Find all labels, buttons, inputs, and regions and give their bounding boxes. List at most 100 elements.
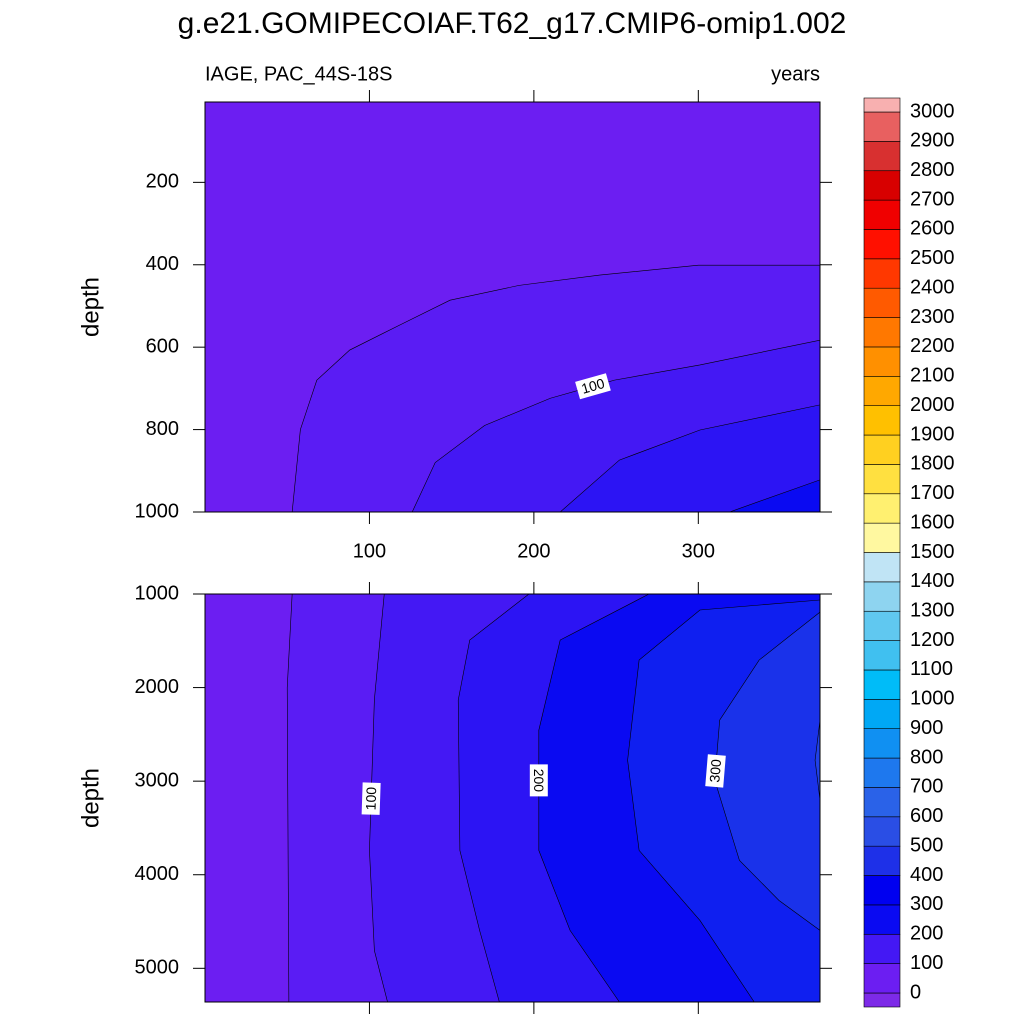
contour-label-box <box>529 764 548 797</box>
colorbar-box <box>863 552 901 583</box>
colorbar-label: 1500 <box>910 541 955 563</box>
contour-label: 300 <box>706 758 724 783</box>
plot-frame <box>204 593 821 1003</box>
colorbar-label: 2600 <box>910 218 955 240</box>
colorbar-box <box>863 669 901 700</box>
contour-fill <box>714 612 820 931</box>
contour-line <box>457 594 530 1002</box>
colorbar-box <box>863 97 901 113</box>
colorbar-label: 1300 <box>910 600 955 622</box>
colorbar-box <box>863 258 901 289</box>
colorbar-box <box>863 405 901 436</box>
colorbar-label: 2700 <box>910 188 955 210</box>
colorbar-label: 1600 <box>910 511 955 533</box>
colorbar-box <box>863 141 901 172</box>
colorbar-label: 2100 <box>910 365 955 387</box>
y-tick-label: 4000 <box>135 863 180 885</box>
contour-line <box>291 264 820 512</box>
colorbar-box <box>863 581 901 612</box>
colorbar-box <box>863 875 901 906</box>
contour-label: 100 <box>579 375 606 397</box>
colorbar-label: 2500 <box>910 247 955 269</box>
contour-label-box <box>705 754 726 788</box>
colorbar-box <box>863 904 901 935</box>
colorbar-label: 700 <box>910 776 943 798</box>
contour-label-group: 100 <box>575 373 611 400</box>
colorbar-box <box>863 493 901 524</box>
colorbar-box <box>863 699 901 729</box>
colorbar-box <box>863 199 901 230</box>
contour-label: 200 <box>531 769 547 793</box>
colorbar-label: 2900 <box>910 130 955 152</box>
colorbar-box <box>863 992 901 1008</box>
colorbar-box <box>863 787 901 818</box>
colorbar-box <box>863 933 901 964</box>
colorbar-box <box>863 464 901 495</box>
colorbar-box <box>863 728 901 759</box>
contour-line <box>814 720 820 800</box>
colorbar-box <box>863 522 901 553</box>
x-tick-label: 200 <box>517 540 550 562</box>
colorbar-box <box>863 346 901 377</box>
y-axis-label: depth <box>77 768 104 828</box>
colorbar-box <box>863 111 901 142</box>
colorbar-box <box>863 287 901 318</box>
colorbar-box <box>863 640 901 671</box>
colorbar-box <box>863 963 901 994</box>
contour-line <box>369 594 388 1002</box>
contour-label-group: 100 <box>361 782 381 815</box>
y-tick-label: 1000 <box>135 582 180 604</box>
colorbar-label: 400 <box>910 864 943 886</box>
contour-label: 100 <box>362 786 379 810</box>
y-tick-label: 3000 <box>135 769 180 791</box>
contour-label-group: 300 <box>705 754 726 788</box>
colorbar-label: 300 <box>910 893 943 915</box>
colorbar-label: 800 <box>910 746 943 768</box>
contour-fill <box>815 720 820 800</box>
contour-line <box>411 339 820 512</box>
colorbar-box <box>863 317 901 348</box>
colorbar-label: 900 <box>910 717 943 739</box>
colorbar-box <box>863 845 901 876</box>
colorbar-label: 600 <box>910 805 943 827</box>
left-subtitle: IAGE, PAC_44S-18S <box>205 63 393 85</box>
colorbar-box <box>863 229 901 260</box>
contour-line <box>729 479 820 512</box>
colorbar-label: 2000 <box>910 394 955 416</box>
x-tick-label: 300 <box>682 540 715 562</box>
colorbar-label: 500 <box>910 834 943 856</box>
colorbar-box <box>863 757 901 788</box>
colorbar-label: 2400 <box>910 276 955 298</box>
colorbar-label: 2200 <box>910 335 955 357</box>
colorbar-label: 3000 <box>910 100 955 122</box>
y-tick-label: 200 <box>146 171 179 193</box>
colorbar-box <box>863 170 901 201</box>
colorbar-label: 1700 <box>910 482 955 504</box>
plot-area: 100 <box>205 102 820 512</box>
colorbar-label: 2300 <box>910 306 955 328</box>
contour-line <box>559 404 820 512</box>
contour-label-box <box>575 373 611 400</box>
y-tick-label: 400 <box>146 253 179 275</box>
plot-area: 100 200 300 <box>205 594 820 1002</box>
contour-label-group: 200 <box>529 764 548 797</box>
colorbar-label: 0 <box>910 981 921 1003</box>
y-tick-label: 5000 <box>135 957 180 979</box>
contour-line <box>286 594 293 1002</box>
contour-label-box <box>361 782 381 815</box>
colorbar-box <box>863 610 901 641</box>
y-tick-label: 600 <box>146 335 179 357</box>
y-tick-label: 1000 <box>135 500 180 522</box>
colorbar-label: 1100 <box>910 658 953 680</box>
plot-frame <box>204 101 821 513</box>
y-axis-label: depth <box>77 277 104 337</box>
y-tick-label: 800 <box>146 418 179 440</box>
colorbar-label: 1200 <box>910 629 955 651</box>
y-tick-label: 2000 <box>135 676 180 698</box>
colorbar-label: 200 <box>910 923 943 945</box>
colorbar-label: 1800 <box>910 453 955 475</box>
colorbar-label: 1900 <box>910 423 955 445</box>
contour-fill <box>560 404 820 512</box>
colorbar-label: 2800 <box>910 159 955 181</box>
